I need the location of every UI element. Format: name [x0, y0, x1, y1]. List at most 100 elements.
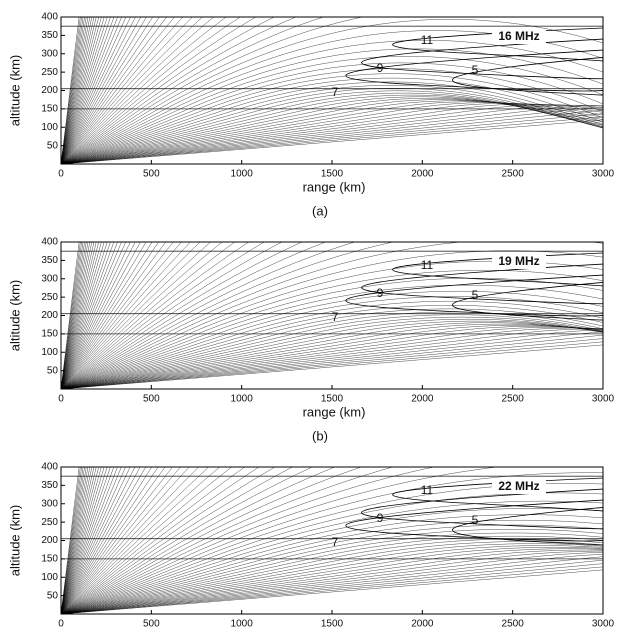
ray [61, 311, 603, 389]
ray [61, 17, 84, 164]
ray [61, 467, 313, 614]
ray [61, 119, 603, 164]
ray [61, 327, 603, 389]
x-tick-label: 1500 [321, 394, 344, 405]
contour-label: 9 [377, 286, 384, 300]
y-tick-label: 200 [41, 85, 58, 96]
rays [61, 467, 603, 614]
ray [61, 242, 174, 389]
ray [61, 467, 89, 614]
contour [361, 38, 603, 80]
ray [61, 467, 199, 614]
ray [61, 77, 603, 164]
ray [61, 467, 97, 614]
ray [61, 101, 603, 164]
y-tick-label: 400 [41, 237, 58, 248]
label-bg [492, 255, 546, 269]
contour-label: 5 [472, 513, 479, 527]
ray [61, 242, 118, 389]
y-axis-label: altitude (km) [7, 505, 22, 577]
y-tick-label: 250 [41, 292, 58, 303]
ray [61, 17, 147, 164]
ray [61, 104, 603, 164]
ray [61, 56, 603, 164]
ray [61, 17, 160, 164]
ray [61, 472, 603, 614]
ray [61, 40, 603, 164]
ray [61, 467, 93, 614]
ray [61, 17, 241, 164]
ray [61, 17, 203, 164]
x-tick-label: 0 [58, 169, 64, 180]
x-axis-label: range (km) [303, 179, 366, 194]
contours [345, 477, 603, 546]
ray [61, 326, 603, 389]
ray [61, 17, 167, 164]
y-tick-label: 100 [41, 572, 58, 583]
ray [61, 99, 603, 164]
ray [61, 529, 603, 614]
y-tick-label: 50 [47, 365, 59, 376]
ray [61, 467, 105, 614]
x-tick-label: 500 [143, 394, 160, 405]
ray [61, 338, 603, 389]
ray [61, 73, 603, 164]
ray [61, 113, 603, 164]
y-tick-label: 200 [41, 310, 58, 321]
ray [61, 535, 603, 614]
ray [61, 543, 603, 614]
ray [61, 17, 131, 164]
frequency-label: 16 MHz [498, 29, 539, 43]
ray [61, 552, 603, 614]
x-tick-label: 2000 [411, 619, 434, 630]
ray [61, 467, 435, 614]
y-tick-label: 250 [41, 517, 58, 528]
ray [61, 269, 603, 389]
ray [61, 109, 603, 164]
panel-caption: (a) [312, 203, 328, 218]
ray [61, 242, 131, 389]
ray [61, 546, 603, 614]
ray [61, 467, 136, 614]
contour-label: 7 [332, 535, 339, 549]
ray [61, 30, 603, 164]
ray [61, 242, 167, 389]
panel: 50 100 150 200 250 300 350 400 0 500 1000 1500 2000 2… [7, 12, 614, 219]
ray [61, 563, 603, 614]
ray [61, 242, 250, 389]
ray [61, 467, 152, 614]
x-tick-label: 0 [58, 394, 64, 405]
x-tick-label: 1500 [321, 169, 344, 180]
y-axis-label: altitude (km) [7, 55, 22, 127]
ray [61, 327, 603, 389]
ray [61, 19, 603, 164]
ray [61, 17, 87, 164]
ray [61, 242, 105, 389]
ray [61, 500, 603, 614]
contour [452, 507, 603, 546]
ray [61, 467, 108, 614]
ray [61, 467, 209, 614]
ray [61, 549, 603, 614]
ray [61, 17, 122, 164]
ray [61, 106, 603, 164]
ray [61, 242, 603, 389]
ray [61, 519, 603, 614]
panel-caption: (b) [312, 428, 328, 443]
contour [452, 282, 603, 321]
ray [61, 242, 201, 389]
contour-label: 7 [332, 85, 339, 99]
ray [61, 467, 126, 614]
contour [345, 499, 603, 542]
ray [61, 250, 603, 389]
ray [61, 242, 85, 389]
ray [61, 17, 215, 164]
label-bg [492, 30, 546, 44]
contours [345, 27, 603, 96]
contour-label: 7 [332, 310, 339, 324]
ray [61, 242, 283, 389]
y-tick-label: 300 [41, 273, 58, 284]
y-tick-label: 350 [41, 30, 58, 41]
ray [61, 17, 325, 164]
